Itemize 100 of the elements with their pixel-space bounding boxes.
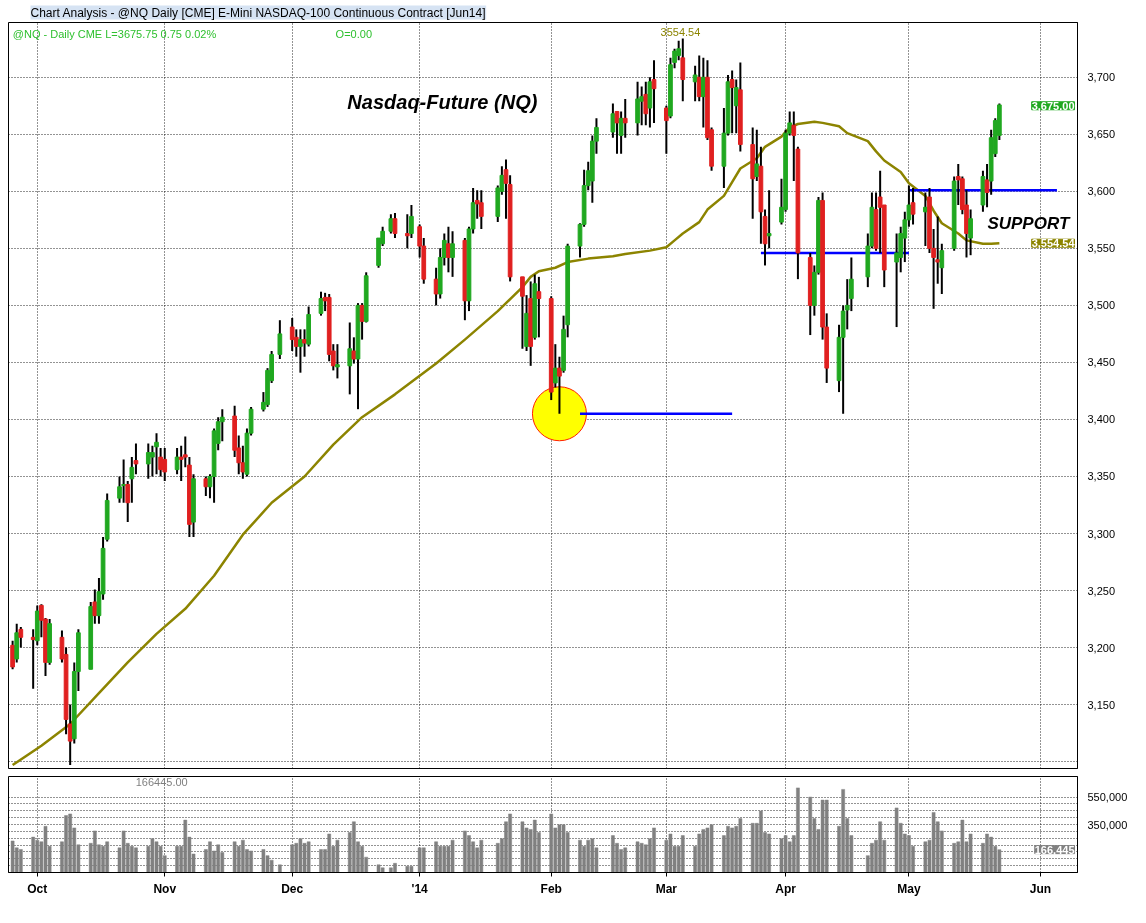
candlestick bbox=[154, 432, 159, 476]
candlestick bbox=[450, 230, 455, 278]
bar bbox=[590, 838, 595, 873]
bar bbox=[35, 839, 40, 873]
bar bbox=[261, 849, 266, 873]
bar bbox=[154, 841, 159, 873]
bar bbox=[705, 827, 710, 873]
bar bbox=[306, 841, 311, 873]
bar bbox=[738, 818, 743, 873]
bar bbox=[134, 847, 138, 873]
candlestick bbox=[347, 321, 353, 396]
y-tick-label: 3,450 bbox=[1087, 356, 1116, 369]
y-tick-label: 550,000 bbox=[1087, 791, 1128, 804]
bar bbox=[985, 833, 989, 873]
candlestick bbox=[910, 186, 916, 226]
bar bbox=[68, 813, 72, 873]
candlestick bbox=[277, 319, 283, 360]
x-tick-label: '14 bbox=[411, 881, 429, 896]
candlestick bbox=[318, 290, 324, 317]
bar bbox=[796, 787, 800, 873]
bar bbox=[520, 821, 525, 873]
y-tick-label: 3,650 bbox=[1087, 128, 1116, 141]
x-tick-label: Jun bbox=[1029, 881, 1052, 896]
bar bbox=[278, 864, 282, 873]
bar bbox=[298, 838, 303, 873]
bar bbox=[463, 830, 467, 873]
y-tick-label: 3,250 bbox=[1087, 584, 1116, 597]
annotation: O=0.00 bbox=[335, 28, 372, 41]
x-tick-label: Dec bbox=[281, 881, 304, 896]
bar bbox=[508, 813, 512, 873]
bar bbox=[611, 835, 615, 873]
bar bbox=[249, 850, 253, 873]
bar bbox=[907, 835, 911, 873]
annotation: 3,675.00 bbox=[1031, 99, 1075, 112]
bar bbox=[269, 859, 274, 873]
y-tick-label: 350,000 bbox=[1087, 818, 1128, 831]
candlestick bbox=[635, 80, 640, 137]
candlestick bbox=[335, 343, 340, 380]
candlestick bbox=[302, 328, 307, 358]
bar bbox=[557, 824, 562, 873]
candlestick bbox=[392, 211, 398, 240]
candlestick bbox=[162, 446, 168, 483]
bar bbox=[779, 838, 784, 873]
x-tick-label: May bbox=[897, 881, 921, 896]
bar bbox=[352, 821, 356, 873]
bar bbox=[820, 799, 825, 873]
bar bbox=[824, 799, 829, 873]
bar bbox=[894, 807, 899, 873]
bar bbox=[10, 840, 15, 873]
bar bbox=[997, 849, 1002, 873]
bar bbox=[417, 847, 422, 873]
candlestick bbox=[622, 97, 628, 139]
annotation: 166445.00 bbox=[135, 776, 188, 789]
candlestick bbox=[536, 275, 542, 339]
y-tick-label: 3,500 bbox=[1087, 299, 1116, 312]
bar bbox=[767, 833, 771, 873]
bar bbox=[43, 826, 48, 873]
bar bbox=[635, 841, 640, 873]
bar bbox=[968, 833, 973, 873]
y-tick-label: 3,350 bbox=[1087, 470, 1116, 483]
bar bbox=[701, 829, 706, 873]
candlestick bbox=[520, 275, 525, 350]
x-tick-label: Oct bbox=[27, 881, 48, 896]
x-tick-label: Apr bbox=[775, 881, 797, 896]
bar bbox=[241, 839, 245, 873]
bar bbox=[327, 833, 331, 873]
bar bbox=[405, 866, 410, 873]
bar bbox=[549, 813, 554, 873]
bar bbox=[393, 863, 397, 873]
bar bbox=[532, 819, 537, 873]
bar bbox=[121, 830, 126, 873]
bar bbox=[668, 833, 673, 873]
y-tick-label: 3,150 bbox=[1087, 698, 1116, 711]
bar bbox=[709, 824, 714, 873]
annotation: SUPPORT bbox=[987, 213, 1071, 233]
bar bbox=[232, 841, 237, 873]
bar bbox=[319, 849, 323, 873]
bar bbox=[870, 843, 874, 873]
annotation: Nasdaq-Future (NQ) bbox=[347, 91, 538, 114]
bar bbox=[130, 846, 134, 873]
bar bbox=[783, 835, 788, 873]
x-tick-label: Nov bbox=[153, 881, 177, 896]
bar bbox=[208, 841, 212, 873]
y-tick-label: 3,700 bbox=[1087, 71, 1116, 84]
y-tick-label: 3,300 bbox=[1087, 527, 1116, 540]
bar bbox=[586, 839, 591, 873]
candlestick bbox=[298, 328, 303, 374]
bar bbox=[561, 824, 566, 873]
y-tick-label: 3,600 bbox=[1087, 185, 1116, 198]
bar bbox=[389, 867, 393, 873]
bar bbox=[175, 846, 179, 873]
bar bbox=[290, 844, 294, 873]
y-tick-label: 3,200 bbox=[1087, 641, 1116, 654]
bar bbox=[639, 843, 644, 873]
text: @NQ - Daily CME L=3675.75 0.75 0.02% bbox=[12, 28, 217, 41]
bar bbox=[150, 838, 155, 873]
bar bbox=[750, 823, 755, 873]
y-tick-label: 3,400 bbox=[1087, 413, 1116, 426]
bar bbox=[19, 849, 23, 873]
bar bbox=[623, 847, 628, 873]
